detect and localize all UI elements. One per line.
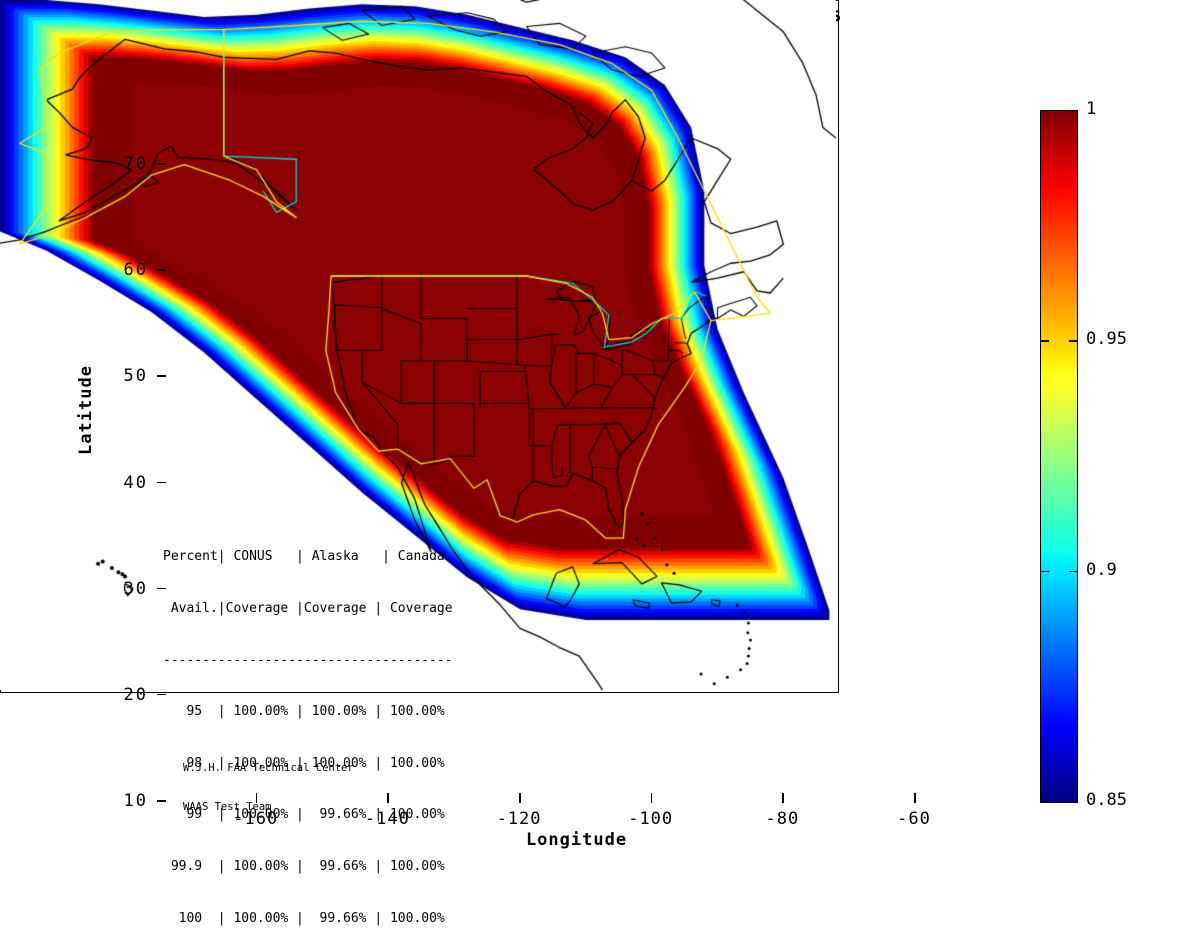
stats-header-2: Avail.|Coverage |Coverage | Coverage [163, 601, 453, 617]
colorbar-gradient [1041, 111, 1077, 802]
colorbar-tick-label: 0.95 [1086, 329, 1127, 350]
x-tick-label: -120 [496, 809, 542, 829]
y-tick-mark [157, 800, 166, 802]
colorbar-tick-mark [1040, 570, 1049, 573]
coverage-contour-map [0, 0, 836, 690]
y-tick-label: 10 [123, 791, 148, 811]
coverage-stats-table: Percent| CONUS | Alaska | Canada Avail.|… [163, 514, 453, 944]
x-axis-label: Longitude [525, 830, 628, 850]
credit-line-1: W.J.H. FAA Technical Center [183, 762, 354, 774]
x-tick-label: -160 [233, 809, 279, 829]
y-tick-label: 60 [123, 260, 148, 281]
x-tick-mark [387, 793, 389, 803]
y-tick-mark [157, 693, 166, 696]
x-tick-mark [782, 793, 784, 803]
y-tick-label: 50 [123, 366, 148, 387]
x-tick-label: -140 [364, 809, 410, 829]
colorbar-tick-mark [1040, 340, 1049, 342]
colorbar-tick-mark [1069, 340, 1078, 342]
credit-text: W.J.H. FAA Technical Center WAAS Test Te… [183, 736, 354, 827]
x-tick-mark [914, 793, 916, 803]
colorbar-tick-mark [1069, 570, 1078, 573]
credit-line-2: WAAS Test Team [183, 801, 272, 813]
x-tick-label: -60 [897, 809, 931, 829]
y-tick-label: 40 [123, 472, 148, 493]
table-row: 98 | 100.00% | 100.00% | 100.00% [163, 755, 445, 771]
colorbar-tick-label: 1 [1086, 99, 1097, 119]
y-tick-mark [157, 481, 166, 484]
table-row: 100 | 100.00% | 99.66% | 100.00% [163, 910, 445, 926]
stats-header-1: Percent| CONUS | Alaska | Canada [163, 549, 445, 565]
y-tick-mark [157, 587, 166, 590]
y-tick-mark [157, 269, 166, 271]
y-axis-label: Latitude [76, 365, 96, 455]
y-tick-label: 70 [123, 154, 148, 175]
table-row: 95 | 100.00% | 100.00% | 100.00% [163, 704, 445, 720]
stats-divider: ------------------------------------- [163, 652, 453, 668]
x-tick-mark [650, 793, 653, 803]
colorbar [1040, 110, 1078, 803]
table-row: 99.9 | 100.00% | 99.66% | 100.00% [163, 859, 445, 875]
x-tick-mark [519, 793, 521, 803]
y-tick-mark [157, 375, 166, 377]
y-tick-label: 30 [123, 578, 148, 599]
y-tick-mark [157, 163, 166, 165]
table-row: 99 | 100.00% | 99.66% | 100.00% [163, 807, 445, 823]
x-tick-label: -80 [765, 809, 800, 829]
y-tick-label: 20 [123, 684, 148, 705]
x-tick-mark [255, 793, 258, 803]
map-plot-area [0, 0, 839, 693]
colorbar-tick-label: 0.85 [1086, 790, 1127, 810]
x-tick-label: -100 [628, 809, 674, 829]
colorbar-tick-label: 0.9 [1086, 559, 1117, 580]
